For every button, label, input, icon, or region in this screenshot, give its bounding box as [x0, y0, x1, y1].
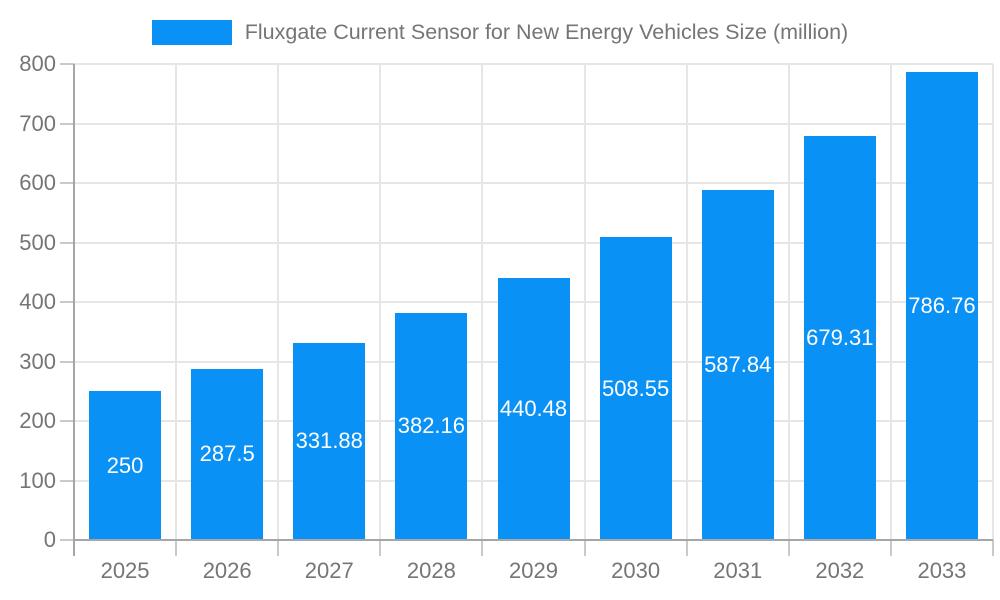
gridline-vertical	[175, 64, 178, 540]
y-axis-tick-label: 100	[19, 467, 56, 493]
bar-2027: 331.88	[293, 342, 366, 540]
x-axis-tick-label: 2031	[713, 558, 763, 583]
x-axis-tick	[277, 540, 280, 556]
y-axis-tick-label: 500	[19, 229, 56, 255]
gridline-horizontal	[74, 122, 993, 125]
y-axis-tick	[60, 539, 74, 541]
y-axis-tick	[60, 360, 74, 363]
bar-value-label: 382.16	[397, 413, 466, 439]
bar-2030: 508.55	[599, 237, 672, 540]
x-axis-tick-label: 2033	[917, 558, 967, 583]
bar-value-label: 287.5	[199, 441, 255, 467]
y-axis-tick-label: 0	[43, 527, 56, 552]
gridline-vertical	[277, 64, 280, 540]
bar-2029: 440.48	[497, 277, 570, 540]
bar-value-label: 587.84	[704, 352, 772, 378]
bar-value-label: 250	[106, 452, 144, 478]
y-axis-tick-label: 400	[19, 289, 56, 314]
y-axis-tick-label: 600	[19, 170, 56, 195]
x-axis-tick	[685, 540, 688, 556]
legend[interactable]: Fluxgate Current Sensor for New Energy V…	[0, 17, 1000, 47]
x-axis-tick-label: 2025	[100, 558, 150, 583]
gridline-vertical	[787, 64, 790, 540]
x-axis-tick-label: 2026	[202, 558, 252, 583]
x-axis-tick	[787, 540, 790, 556]
y-axis-tick	[60, 301, 74, 303]
bar-2033: 786.76	[905, 71, 978, 540]
y-axis-tick-label: 300	[19, 348, 56, 374]
y-axis-tick-label: 200	[19, 408, 56, 433]
y-axis-tick-label: 700	[19, 110, 56, 136]
y-axis-line	[73, 64, 75, 556]
x-axis-tick-label: 2027	[304, 558, 354, 583]
gridline-horizontal	[74, 182, 993, 184]
bar-2025: 250	[89, 391, 162, 540]
gridline-horizontal	[74, 63, 993, 65]
x-axis-tick	[175, 540, 178, 556]
bar-value-label: 440.48	[499, 395, 568, 421]
bar-2028: 382.16	[395, 312, 468, 540]
plot-area: 250 287.5 331.88 382.16 440.48 508.55 587.84 67…	[60, 63, 994, 556]
x-axis-line	[74, 539, 993, 541]
x-axis-tick	[379, 540, 382, 556]
y-axis-tick	[60, 479, 74, 482]
bar-value-label: 508.55	[601, 375, 670, 401]
bar-2026: 287.5	[191, 368, 264, 540]
y-axis-tick	[60, 63, 74, 65]
bar-2031: 587.84	[701, 190, 774, 540]
gridline-vertical	[992, 64, 994, 540]
gridline-horizontal	[74, 241, 993, 244]
bar-value-label: 786.76	[908, 292, 976, 318]
gridline-vertical	[481, 64, 484, 540]
y-axis-tick	[60, 420, 74, 422]
bar-value-label: 679.31	[806, 324, 874, 350]
gridline-vertical	[379, 64, 382, 540]
bar-2032: 679.31	[803, 135, 876, 540]
y-axis-tick	[60, 241, 74, 244]
x-axis-tick-label: 2028	[406, 558, 456, 583]
legend-swatch	[151, 19, 232, 45]
x-axis-tick	[889, 540, 892, 556]
x-axis-tick	[583, 540, 586, 556]
x-axis-tick	[992, 540, 994, 556]
x-axis-tick	[481, 540, 484, 556]
gridline-vertical	[583, 64, 586, 540]
x-axis-tick-label: 2029	[509, 558, 558, 583]
x-axis-tick-label: 2030	[611, 558, 661, 583]
bar-value-label: 331.88	[295, 428, 363, 454]
y-axis-tick	[60, 122, 74, 125]
legend-label: Fluxgate Current Sensor for New Energy V…	[244, 19, 849, 44]
x-axis-tick-label: 2032	[815, 558, 865, 583]
gridline-vertical	[685, 64, 688, 540]
y-axis-tick	[60, 182, 74, 184]
gridline-vertical	[889, 64, 892, 540]
y-axis-tick-label: 800	[19, 51, 56, 76]
